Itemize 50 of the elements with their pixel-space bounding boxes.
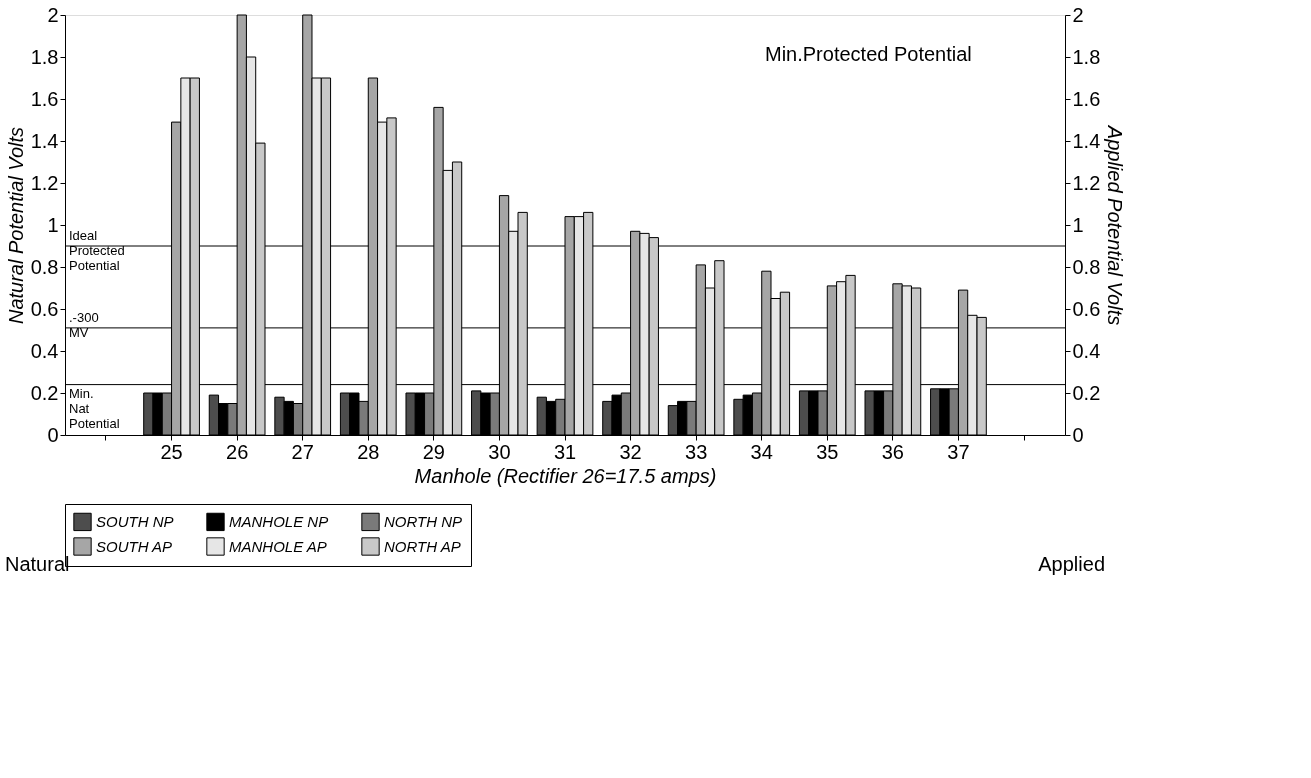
y2-tick-label: 0.2: [1072, 381, 1101, 404]
x-tick-label: 25: [160, 440, 183, 463]
x-tick-label: 27: [291, 440, 314, 463]
annotation: Min.Protected Potential: [765, 43, 972, 65]
y2-tick-label: 1.6: [1072, 87, 1101, 110]
x-tick-label: 33: [685, 440, 708, 463]
y2-tick-label: 1.8: [1072, 45, 1101, 68]
ref-line-label: Ideal Protected Potential: [69, 228, 125, 273]
x-tick-label: 36: [881, 440, 904, 463]
legend-label: NORTH NP: [384, 512, 463, 530]
ref-line-label: .-300 MV: [69, 309, 99, 340]
y-tick-label: 1.6: [30, 87, 59, 110]
text: Applied: [1038, 553, 1105, 575]
x-tick-label: 37: [947, 440, 970, 463]
y-tick-label: 1.8: [30, 45, 59, 68]
y2-tick-label: 0.4: [1072, 339, 1101, 362]
text: Natural: [5, 553, 70, 575]
x-tick-label: 28: [357, 440, 380, 463]
x-tick-label: 29: [422, 440, 445, 463]
y-tick-label: 0.6: [30, 297, 59, 320]
y2-tick-label: 1.2: [1072, 171, 1101, 194]
y-tick-label: 1: [47, 213, 59, 236]
legend-label: SOUTH AP: [96, 537, 173, 555]
x-tick-label: 31: [553, 440, 577, 463]
y2-tick-label: 0.8: [1072, 255, 1101, 278]
y-tick-label: 1.2: [30, 171, 59, 194]
x-tick-label: 30: [488, 440, 511, 463]
y2-tick-label: 2: [1072, 3, 1084, 26]
x-tick-label: 26: [226, 440, 249, 463]
y2-tick-label: 1: [1072, 213, 1084, 236]
y-tick-label: 0: [47, 423, 59, 446]
y-tick-label: 1.4: [30, 129, 59, 152]
y-tick-label: 2: [47, 3, 59, 26]
y2-tick-label: 0: [1072, 423, 1084, 446]
y-axis-title: Natural Potential Volts: [4, 126, 27, 325]
x-tick-label: 32: [619, 440, 642, 463]
legend-label: MANHOLE AP: [229, 537, 327, 555]
x-tick-label: 35: [816, 440, 839, 463]
y-tick-label: 0.8: [30, 255, 59, 278]
x-tick-label: 34: [750, 440, 773, 463]
ref-line-label: Min. Nat Potential: [69, 385, 120, 431]
y2-axis-title: Applied Potential Volts: [1104, 124, 1127, 326]
y2-tick-label: 1.4: [1072, 129, 1101, 152]
legend-label: SOUTH NP: [96, 512, 174, 530]
y2-tick-label: 0.6: [1072, 297, 1101, 320]
y-tick-label: 0.2: [30, 381, 59, 404]
y-tick-label: 0.4: [30, 339, 59, 362]
x-axis-title: Manhole (Rectifier 26=17.5 amps): [414, 464, 717, 487]
legend-label: MANHOLE NP: [229, 512, 329, 530]
legend-label: NORTH AP: [384, 537, 461, 555]
